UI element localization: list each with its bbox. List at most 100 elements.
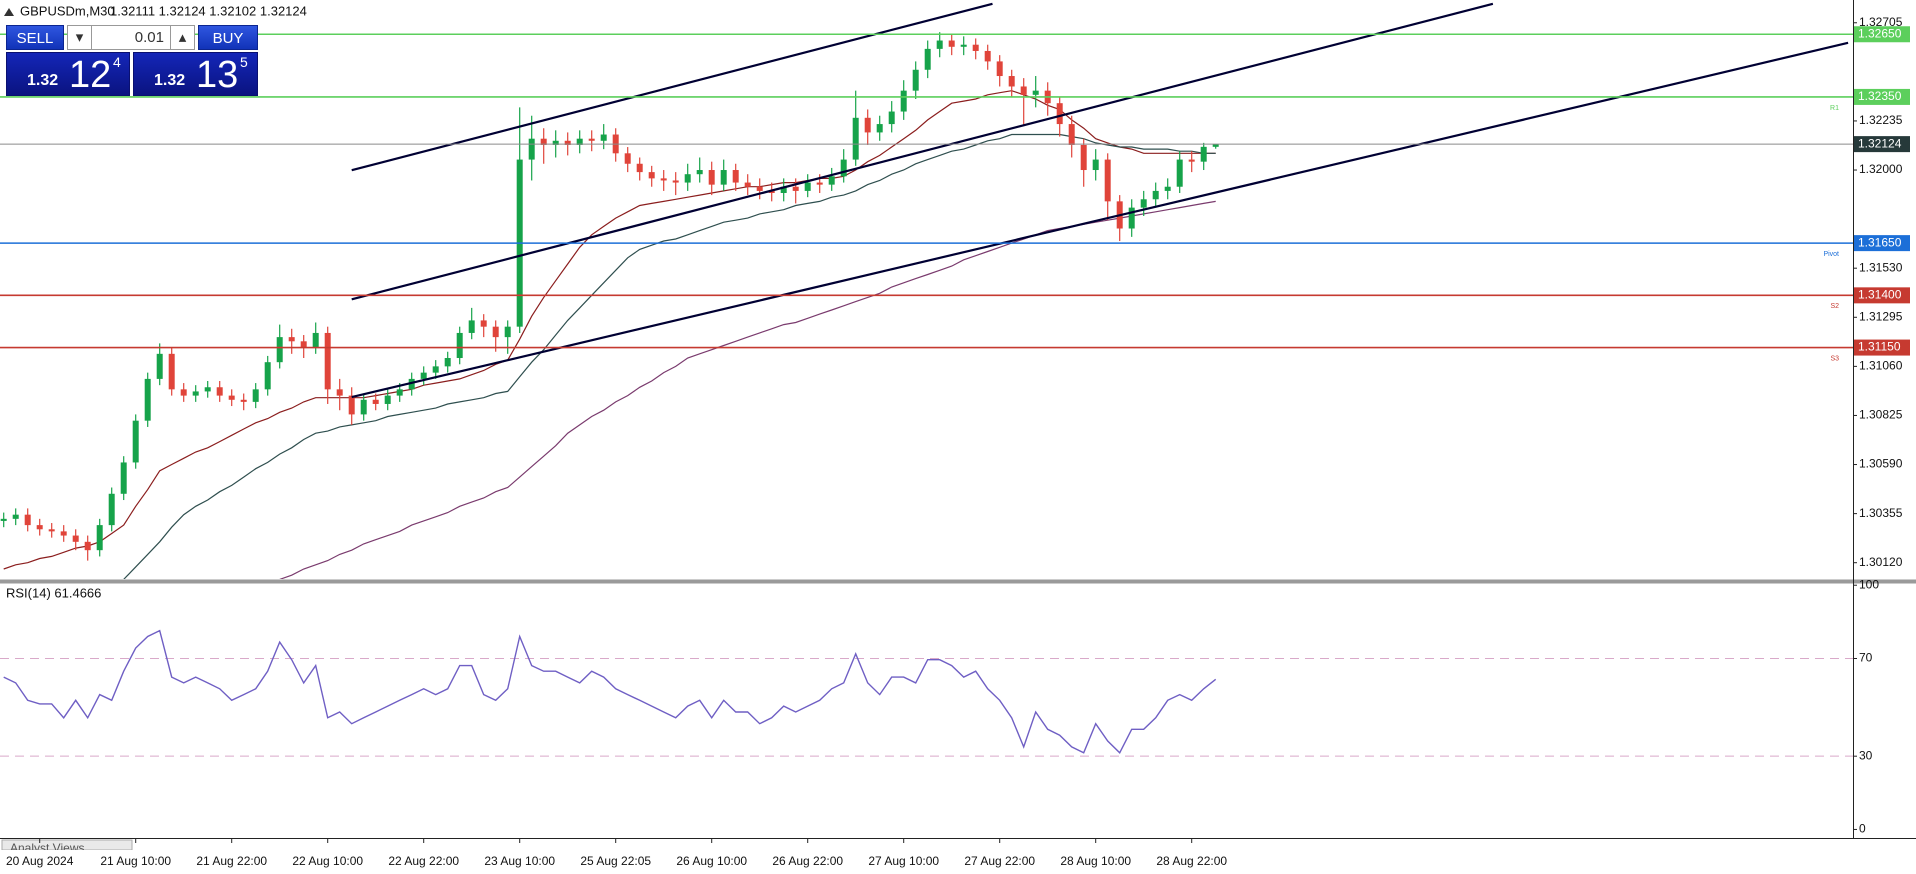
x-tick-label: 28 Aug 22:00	[1156, 854, 1227, 868]
candle-body	[600, 134, 607, 141]
level-price-box	[1854, 88, 1910, 105]
candle-body	[312, 332, 319, 348]
candle-body	[780, 186, 787, 193]
candle-body	[240, 399, 247, 402]
candle-body	[648, 172, 655, 179]
candle-body	[672, 180, 679, 183]
candle-body	[60, 531, 67, 536]
candle-body	[96, 525, 103, 551]
candle-body	[168, 353, 175, 390]
bid-box[interactable]: 1.32 12 4	[6, 52, 130, 96]
candle-body	[1008, 76, 1015, 87]
candle-body	[624, 153, 631, 164]
y-tick-label: 100	[1859, 577, 1879, 591]
candle-body	[996, 61, 1003, 77]
candle-body	[120, 462, 127, 494]
level-price-label: 1.31650	[1858, 235, 1902, 249]
candle-body	[1212, 144, 1219, 147]
candle-body	[1092, 159, 1099, 171]
candle-body	[1020, 86, 1027, 95]
level-price-box	[1854, 339, 1910, 356]
ask-pips: 13	[196, 54, 239, 96]
candle-body	[348, 395, 355, 415]
candle-body	[684, 174, 691, 183]
trendline	[351, 2, 993, 172]
level-price-label: 1.32650	[1858, 26, 1902, 40]
candle-body	[336, 389, 343, 396]
candle-body	[468, 320, 475, 333]
y-tick-label: 1.30825	[1859, 408, 1903, 422]
x-tick-label: 26 Aug 22:00	[772, 854, 843, 868]
candle-body	[756, 186, 763, 191]
rsi-title: RSI(14) 61.4666	[6, 585, 101, 600]
x-tick-label: 25 Aug 22:05	[580, 854, 651, 868]
candle-body	[1140, 199, 1147, 208]
x-tick-label: 22 Aug 10:00	[292, 854, 363, 868]
candle-body	[444, 358, 451, 367]
one-click-panel: SELL ▾ 0.01 ▴ BUY 1.32 12 4 1.32 13 5	[6, 25, 258, 97]
y-tick-label: 0	[1859, 822, 1866, 836]
candle-body	[960, 44, 967, 47]
level-price-box	[1854, 287, 1910, 304]
volume-down[interactable]: ▾	[67, 25, 92, 50]
y-tick-label: 1.32235	[1859, 113, 1903, 127]
candle-body	[1068, 124, 1075, 145]
candle-body	[708, 170, 715, 185]
ask-box[interactable]: 1.32 13 5	[133, 52, 258, 96]
candle-body	[1032, 90, 1039, 95]
candle-body	[0, 518, 7, 521]
candle-body	[864, 117, 871, 133]
buy-button[interactable]: BUY	[198, 25, 258, 50]
candle-body	[216, 387, 223, 396]
candle-body	[180, 389, 187, 396]
x-tick-label: 21 Aug 22:00	[196, 854, 267, 868]
rsi-pane	[0, 629, 1853, 757]
candle-body	[768, 190, 775, 193]
x-tick-label: 27 Aug 10:00	[868, 854, 939, 868]
x-tick-label: 21 Aug 10:00	[100, 854, 171, 868]
rsi-line	[3, 629, 1217, 754]
y-tick-label: 1.30120	[1859, 555, 1903, 569]
candle-body	[936, 40, 943, 49]
volume-input[interactable]: 0.01	[91, 25, 171, 50]
candle-body	[300, 341, 307, 348]
candle-body	[1188, 159, 1195, 162]
candle-body	[504, 326, 511, 338]
candle-body	[876, 124, 883, 133]
quote: 1.32111 1.32124 1.32102 1.32124	[110, 3, 307, 18]
candle-body	[720, 170, 727, 185]
candle-body	[252, 389, 259, 402]
candle-body	[24, 514, 31, 526]
x-tick-label: 22 Aug 22:00	[388, 854, 459, 868]
candle-body	[324, 332, 331, 390]
candle-body	[36, 525, 43, 530]
candle-body	[372, 399, 379, 404]
level-price-label: 1.31150	[1858, 340, 1901, 354]
sell-button[interactable]: SELL	[6, 25, 64, 50]
y-tick-label: 1.31060	[1859, 359, 1903, 373]
x-tick-label: 28 Aug 10:00	[1060, 854, 1131, 868]
candle-body	[264, 362, 271, 390]
candle-body	[432, 366, 439, 373]
candle-body	[132, 420, 139, 463]
candle-body	[888, 111, 895, 125]
volume-up[interactable]: ▴	[170, 25, 195, 50]
collapse-icon[interactable]	[4, 8, 14, 16]
x-tick-label: 23 Aug 10:00	[484, 854, 555, 868]
candle-body	[660, 178, 667, 181]
candle-body	[840, 159, 847, 177]
bid-big: 1.32	[27, 72, 59, 89]
level-price-box	[1854, 235, 1910, 252]
time-axis-bg	[0, 850, 1916, 874]
price-pane	[0, 2, 1853, 579]
candle-body	[816, 182, 823, 185]
candle-body	[804, 182, 811, 191]
level-tag: S2	[1830, 303, 1839, 310]
y-tick-label: 70	[1859, 651, 1873, 665]
candle-body	[156, 353, 163, 379]
y-tick-label: 1.31530	[1859, 260, 1903, 274]
x-tick-label: 27 Aug 22:00	[964, 854, 1035, 868]
candle-body	[1104, 159, 1111, 202]
candle-body	[192, 391, 199, 396]
